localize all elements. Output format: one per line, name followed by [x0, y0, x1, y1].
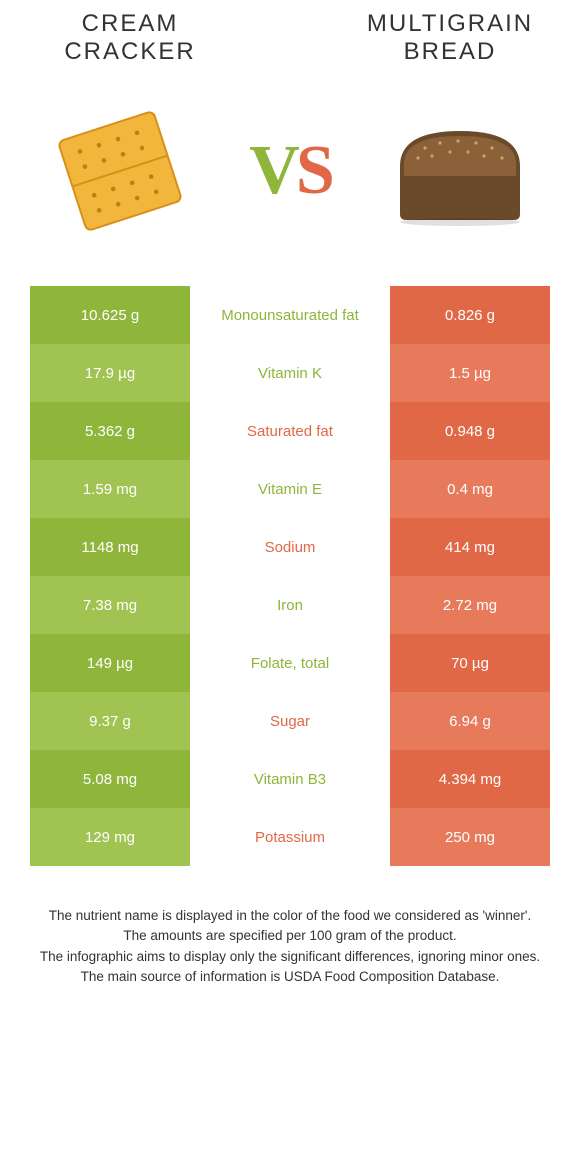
left-value: 1.59 mg [30, 460, 190, 518]
nutrient-table: 10.625 gMonounsaturated fat0.826 g17.9 µ… [30, 286, 550, 866]
nutrient-label: Sodium [190, 518, 390, 576]
left-value: 5.08 mg [30, 750, 190, 808]
titles-row: CREAM CRACKER MULTIGRAIN BREAD [30, 10, 550, 65]
right-value: 414 mg [390, 518, 550, 576]
footer-note-line: The main source of information is USDA F… [36, 967, 544, 987]
right-food-title: MULTIGRAIN BREAD [350, 10, 550, 65]
nutrient-label: Folate, total [190, 634, 390, 692]
footer-note-line: The nutrient name is displayed in the co… [36, 906, 544, 926]
table-row: 1.59 mgVitamin E0.4 mg [30, 460, 550, 518]
hero-row: VS [30, 73, 550, 268]
table-row: 1148 mgSodium414 mg [30, 518, 550, 576]
nutrient-label: Monounsaturated fat [190, 286, 390, 344]
left-value: 129 mg [30, 808, 190, 866]
left-value: 149 µg [30, 634, 190, 692]
footer-note-line: The amounts are specified per 100 gram o… [36, 926, 544, 946]
table-row: 10.625 gMonounsaturated fat0.826 g [30, 286, 550, 344]
table-row: 5.362 gSaturated fat0.948 g [30, 402, 550, 460]
infographic-page: CREAM CRACKER MULTIGRAIN BREAD VS [0, 0, 580, 1174]
right-value: 6.94 g [390, 692, 550, 750]
table-row: 7.38 mgIron2.72 mg [30, 576, 550, 634]
table-row: 5.08 mgVitamin B34.394 mg [30, 750, 550, 808]
right-value: 0.826 g [390, 286, 550, 344]
left-food-title: CREAM CRACKER [30, 10, 230, 65]
left-value: 17.9 µg [30, 344, 190, 402]
nutrient-label: Vitamin E [190, 460, 390, 518]
left-value: 5.362 g [30, 402, 190, 460]
left-value: 10.625 g [30, 286, 190, 344]
vs-v: V [249, 132, 296, 209]
left-value: 9.37 g [30, 692, 190, 750]
table-row: 129 mgPotassium250 mg [30, 808, 550, 866]
right-value: 250 mg [390, 808, 550, 866]
vs-s: S [296, 132, 331, 209]
nutrient-label: Vitamin B3 [190, 750, 390, 808]
nutrient-label: Saturated fat [190, 402, 390, 460]
right-value: 2.72 mg [390, 576, 550, 634]
cracker-image [30, 96, 210, 246]
table-row: 149 µgFolate, total70 µg [30, 634, 550, 692]
footer-note-line: The infographic aims to display only the… [36, 947, 544, 967]
footer-notes: The nutrient name is displayed in the co… [30, 906, 550, 987]
nutrient-label: Vitamin K [190, 344, 390, 402]
left-value: 7.38 mg [30, 576, 190, 634]
left-value: 1148 mg [30, 518, 190, 576]
right-value: 0.948 g [390, 402, 550, 460]
nutrient-label: Iron [190, 576, 390, 634]
right-value: 0.4 mg [390, 460, 550, 518]
table-row: 9.37 gSugar6.94 g [30, 692, 550, 750]
right-value: 70 µg [390, 634, 550, 692]
nutrient-label: Potassium [190, 808, 390, 866]
right-value: 4.394 mg [390, 750, 550, 808]
vs-label: VS [249, 131, 331, 211]
table-row: 17.9 µgVitamin K1.5 µg [30, 344, 550, 402]
nutrient-label: Sugar [190, 692, 390, 750]
right-value: 1.5 µg [390, 344, 550, 402]
bread-image [370, 96, 550, 246]
